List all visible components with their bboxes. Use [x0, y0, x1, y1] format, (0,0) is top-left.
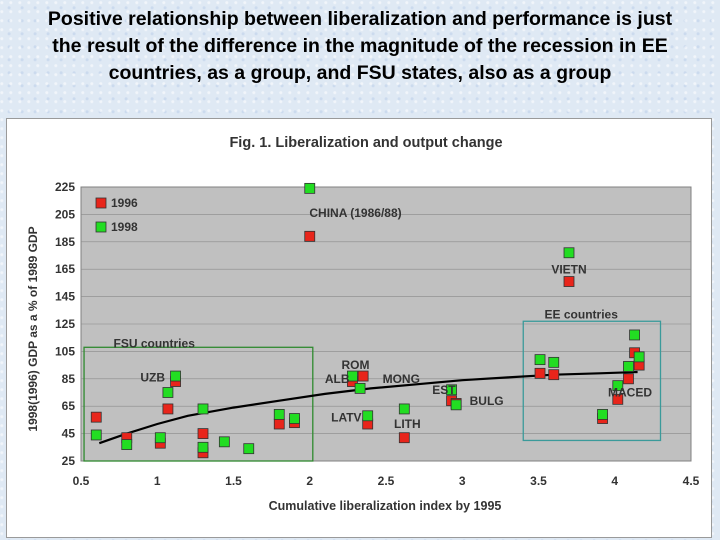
- annotation-label: LITH: [394, 417, 421, 431]
- point-1998: [170, 370, 181, 382]
- point-1998: [548, 356, 560, 368]
- point-1996: [534, 367, 546, 379]
- legend: 1996 1998: [95, 196, 138, 234]
- annotation-label: EST: [432, 383, 456, 397]
- x-tick-label: 3.5: [530, 474, 547, 488]
- slide-title-line-1: Positive relationship between liberaliza…: [47, 8, 673, 30]
- axis-ticks: 225 205 185 165 145 125 105 85 65 45 25 0.5 1 1.5 2 2.5…: [55, 180, 700, 488]
- x-tick-label: 2: [306, 474, 313, 488]
- point-1996: [548, 369, 560, 381]
- region-box: [83, 346, 314, 462]
- y-tick-label: 125: [55, 317, 75, 331]
- point-1998: [597, 409, 608, 420]
- x-tick-label: 1: [154, 474, 161, 488]
- point-1996: [357, 370, 369, 382]
- point-1998: [633, 351, 645, 363]
- point-1996: [304, 230, 316, 242]
- grid-lines: [81, 214, 691, 434]
- point-1998: [446, 384, 457, 396]
- scatter-chart: Fig. 1. Liberalization and output change…: [26, 135, 700, 513]
- point-1998: [623, 361, 634, 372]
- point-1998: [398, 403, 410, 415]
- point-1998: [450, 399, 462, 411]
- chart-frame: Fig. 1. Liberalization and output change…: [6, 118, 712, 538]
- y-tick-label: 205: [55, 207, 75, 221]
- point-1998: [362, 410, 374, 422]
- slide-title-line-3: countries, as a group, and FSU states, a…: [108, 62, 612, 84]
- point-1996: [623, 373, 634, 385]
- point-1996: [162, 403, 174, 415]
- point-1998: [289, 413, 300, 424]
- point-1998: [162, 387, 174, 398]
- y-tick-label: 85: [62, 372, 76, 386]
- trend-layer: [98, 370, 638, 445]
- y-tick-label: 105: [55, 344, 75, 358]
- point-1996: [563, 276, 575, 287]
- annotation-label: BULG: [470, 394, 504, 408]
- y-tick-label: 65: [62, 399, 76, 413]
- point-1998: [629, 329, 640, 341]
- point-1996: [612, 393, 624, 405]
- data-points: [90, 182, 645, 459]
- point-1996: [398, 432, 410, 444]
- legend-swatch-1998: [95, 221, 107, 233]
- chart-title: Fig. 1. Liberalization and output change: [229, 135, 502, 151]
- annotation-label: ROM: [342, 358, 370, 372]
- annotation-label: EE countries: [545, 308, 619, 322]
- x-tick-label: 4: [611, 474, 618, 488]
- point-1998: [121, 439, 133, 450]
- point-1998: [534, 354, 546, 366]
- point-1996: [197, 428, 209, 440]
- point-1998: [154, 432, 166, 444]
- annotation-label: CHINA (1986/88): [309, 206, 401, 220]
- legend-label-1996: 1996: [111, 196, 138, 210]
- point-1996: [90, 411, 102, 423]
- region-boxes: [83, 320, 662, 462]
- annotations: CHINA (1986/88) VIETN EE countries FSU coun…: [114, 206, 653, 431]
- annotation-label: MACED: [608, 386, 652, 400]
- annotation-label: MONG: [383, 372, 420, 386]
- y-tick-label: 185: [55, 235, 75, 249]
- point-1998: [273, 409, 285, 420]
- annotation-label: UZB: [140, 371, 165, 385]
- point-1998: [218, 436, 230, 448]
- x-tick-label: 0.5: [73, 474, 90, 488]
- annotation-label: ALB: [325, 372, 350, 386]
- annotation-label: FSU countries: [114, 336, 196, 350]
- slide-title-line-2: the result of the difference in the magn…: [52, 35, 668, 57]
- x-axis-label: Cumulative liberalization index by 1995: [269, 499, 502, 513]
- region-box: [522, 320, 662, 442]
- x-tick-label: 4.5: [683, 474, 700, 488]
- y-tick-label: 145: [55, 290, 75, 304]
- point-1996: [273, 418, 285, 430]
- annotation-label: VIETN: [551, 262, 586, 276]
- y-tick-label: 165: [55, 262, 75, 276]
- point-1998: [563, 247, 575, 259]
- slide-title: Positive relationship between liberaliza…: [0, 6, 720, 87]
- legend-swatch-1996: [95, 197, 107, 209]
- point-1998: [197, 441, 209, 453]
- y-tick-label: 225: [55, 180, 75, 194]
- trend-line: [98, 370, 638, 445]
- x-tick-label: 2.5: [378, 474, 395, 488]
- y-tick-label: 45: [62, 427, 76, 441]
- point-1998: [354, 382, 366, 394]
- point-1998: [347, 370, 358, 382]
- y-tick-label: 25: [62, 454, 76, 468]
- point-1998: [612, 380, 624, 392]
- legend-label-1998: 1998: [111, 220, 138, 234]
- point-1998: [304, 182, 316, 194]
- x-tick-label: 3: [459, 474, 466, 488]
- x-tick-label: 1.5: [225, 474, 242, 488]
- point-1998: [90, 429, 102, 441]
- point-1998: [243, 443, 255, 455]
- y-axis-label: 1998(1996) GDP as a % of 1989 GDP: [26, 226, 40, 431]
- annotation-label: LATV: [331, 410, 361, 424]
- point-1998: [197, 403, 209, 415]
